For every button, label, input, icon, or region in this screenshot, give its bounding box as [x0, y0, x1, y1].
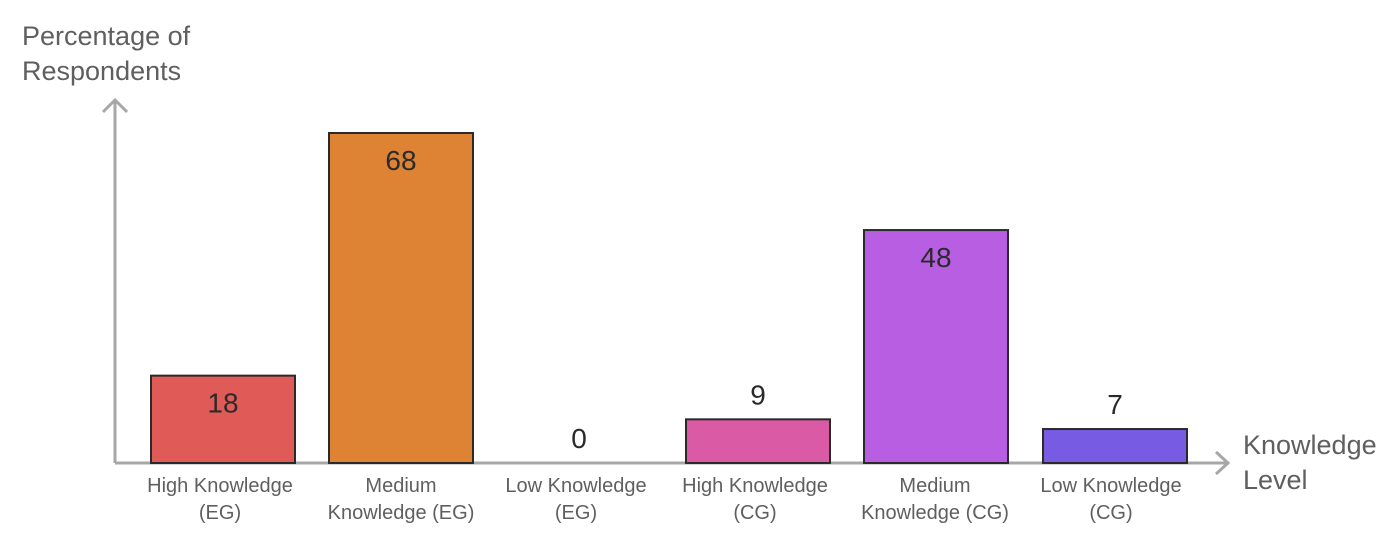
- y-axis-title: Percentage of Respondents: [22, 21, 191, 86]
- bar-4: [685, 418, 831, 464]
- bar-2: [328, 132, 474, 464]
- data-label-1: 18: [207, 388, 238, 419]
- y-axis-arrow: [101, 97, 129, 114]
- x-tick-label-6: Low Knowledge (CG): [1040, 475, 1182, 524]
- data-label-3: 0: [571, 423, 587, 454]
- x-tick-label-1: High Knowledge (EG): [147, 475, 293, 524]
- x-axis-title: Knowledge Level: [1243, 430, 1377, 495]
- data-label-5: 48: [920, 242, 951, 273]
- x-tick-label-3: Low Knowledge (EG): [505, 475, 647, 524]
- x-tick-label-2: Medium Knowledge (EG): [327, 475, 475, 524]
- data-label-2: 68: [385, 145, 416, 176]
- bar-1: [150, 374, 296, 465]
- x-axis-arrow: [1214, 450, 1231, 476]
- data-label-4: 9: [750, 379, 766, 410]
- bar-5: [863, 229, 1009, 464]
- data-label-6: 7: [1107, 389, 1123, 420]
- x-tick-label-4: High Knowledge (CG): [682, 475, 828, 524]
- bar-6: [1042, 428, 1188, 465]
- x-tick-label-5: Medium Knowledge (CG): [861, 475, 1009, 524]
